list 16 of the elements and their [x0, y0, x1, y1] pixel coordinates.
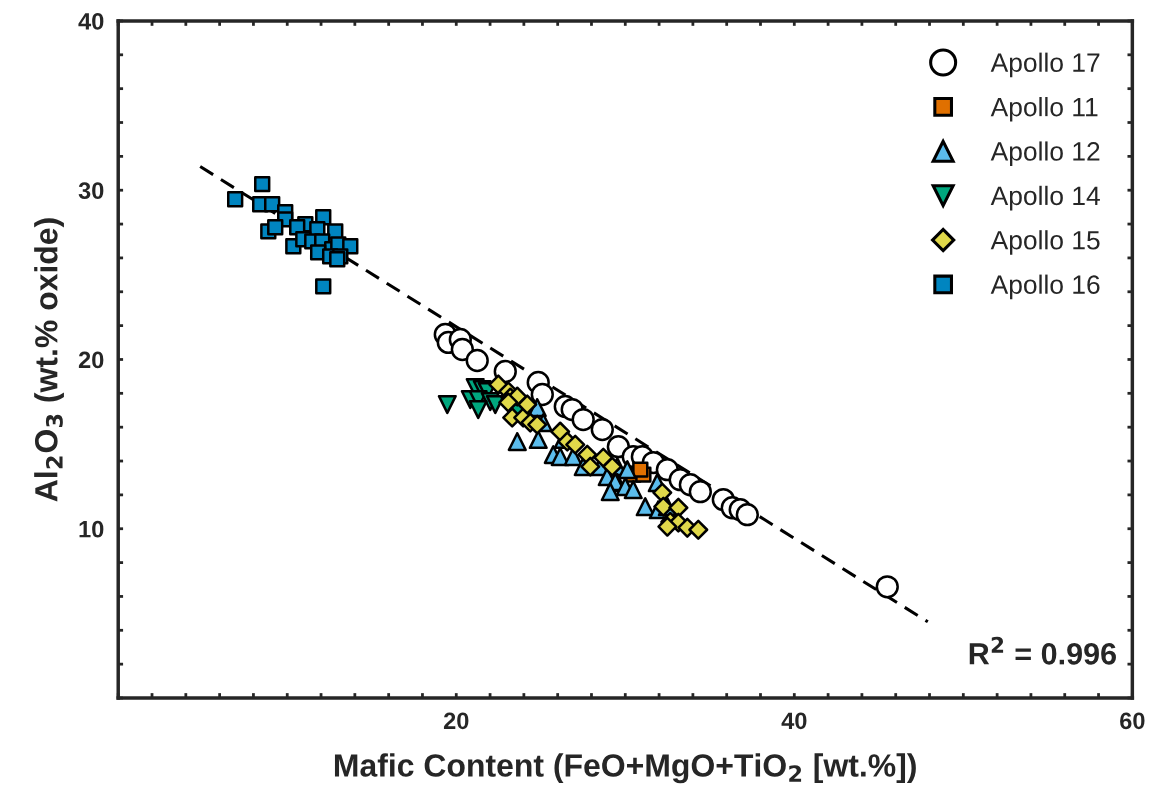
x-tick-label: 60: [1120, 712, 1145, 730]
legend-label: Apollo 17: [990, 52, 1100, 78]
y-tick-label: 40: [78, 13, 104, 30]
legend-label: Apollo 16: [990, 274, 1100, 300]
legend-label: Apollo 12: [990, 141, 1100, 166]
y-tick-label: 10: [79, 520, 104, 538]
annotation: R$^{2}$ = 0.996: [969, 636, 1116, 665]
y-tick-label: 20: [78, 351, 104, 369]
x-axis-title: Mafic Content (FeO+MgO+TiO$_{2}$ [wt.%]): [334, 753, 916, 784]
legend-label: Apollo 14: [990, 185, 1100, 211]
legend-label: Apollo 11: [990, 97, 1098, 122]
legend-label: Apollo 15: [990, 230, 1100, 255]
y-tick-label: 30: [78, 182, 104, 200]
x-tick-label: 40: [781, 712, 807, 730]
x-tick-label: 20: [443, 712, 469, 730]
y-axis-title: Al$_{2}$O$_{3}$ (wt.% oxide): [34, 218, 64, 502]
